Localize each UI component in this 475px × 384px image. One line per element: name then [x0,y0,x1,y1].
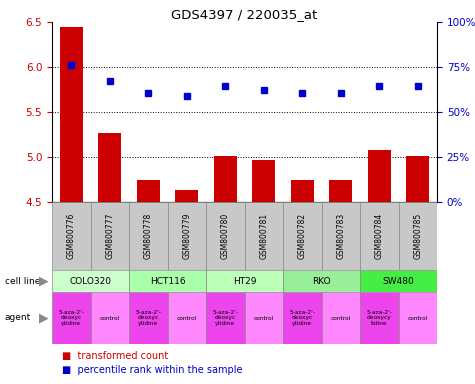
Bar [360,292,399,344]
Text: control: control [100,316,120,321]
Text: SW480: SW480 [383,276,414,285]
Text: GSM800776: GSM800776 [67,213,76,259]
Bar [283,270,360,292]
Text: control: control [177,316,197,321]
Title: GDS4397 / 220035_at: GDS4397 / 220035_at [171,8,318,21]
Bar [283,202,322,270]
Text: control: control [254,316,274,321]
Bar [245,292,283,344]
Text: control: control [408,316,428,321]
Bar [137,180,160,202]
Text: GSM800778: GSM800778 [144,213,153,259]
Text: ■  transformed count: ■ transformed count [61,351,168,361]
Bar [283,292,322,344]
Text: GSM800782: GSM800782 [298,213,307,259]
Text: agent: agent [5,313,31,323]
Bar [129,202,168,270]
Text: GSM800777: GSM800777 [105,213,114,259]
Bar [252,160,276,202]
Text: 5-aza-2'-
deoxyc
ytidine: 5-aza-2'- deoxyc ytidine [212,310,238,326]
Text: control: control [331,316,351,321]
Bar [206,270,283,292]
Bar [329,180,352,202]
Text: GSM800779: GSM800779 [182,213,191,259]
Bar [322,292,360,344]
Text: 5-aza-2'-
deoxyc
ytidine: 5-aza-2'- deoxyc ytidine [58,310,84,326]
Text: GSM800784: GSM800784 [375,213,384,259]
Text: cell line: cell line [5,276,40,285]
Bar [360,202,399,270]
Bar [175,190,198,202]
Bar [245,202,283,270]
Text: 5-aza-2'-
deoxyc
ytidine: 5-aza-2'- deoxyc ytidine [135,310,161,326]
Text: HT29: HT29 [233,276,256,285]
Text: ▶: ▶ [39,311,48,324]
Bar [206,292,245,344]
Text: GSM800781: GSM800781 [259,213,268,259]
Text: 5-aza-2'-
deoxyc
ytidine: 5-aza-2'- deoxyc ytidine [289,310,315,326]
Text: GSM800785: GSM800785 [413,213,422,259]
Bar [206,202,245,270]
Bar [322,202,360,270]
Bar [98,133,121,202]
Bar [168,292,206,344]
Text: 5-aza-2'-
deoxycy
tidine: 5-aza-2'- deoxycy tidine [366,310,392,326]
Text: GSM800783: GSM800783 [336,213,345,259]
Text: COLO320: COLO320 [69,276,112,285]
Bar [360,270,437,292]
Bar [60,27,83,202]
Text: HCT116: HCT116 [150,276,185,285]
Text: RKO: RKO [312,276,331,285]
Bar [368,150,391,202]
Bar [291,180,314,202]
Text: ■  percentile rank within the sample: ■ percentile rank within the sample [61,365,242,375]
Bar [129,292,168,344]
Bar [52,202,91,270]
Bar [214,156,237,202]
Bar [129,270,206,292]
Bar [52,270,129,292]
Bar [52,292,91,344]
Bar [91,202,129,270]
Bar [399,292,437,344]
Bar [91,292,129,344]
Bar [168,202,206,270]
Bar [406,156,429,202]
Text: ▶: ▶ [39,275,48,288]
Text: GSM800780: GSM800780 [221,213,230,259]
Bar [399,202,437,270]
